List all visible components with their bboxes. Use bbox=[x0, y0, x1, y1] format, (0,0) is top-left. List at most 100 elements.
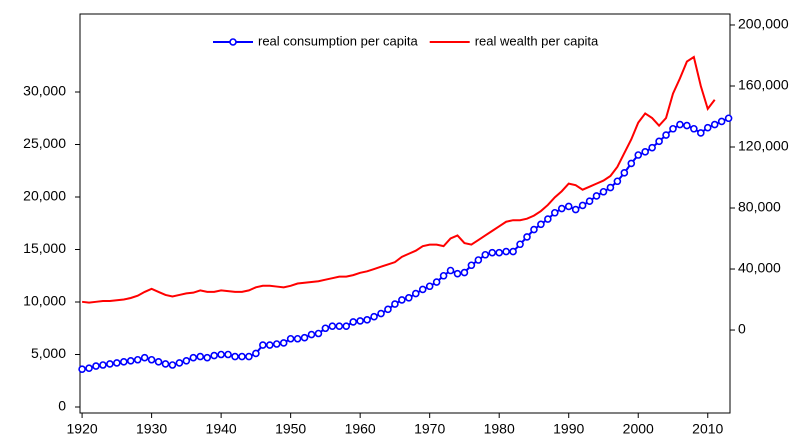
data-point bbox=[398, 296, 406, 304]
data-point bbox=[307, 330, 316, 339]
y2-tick-label: 40,000 bbox=[738, 260, 781, 276]
x-tick-label: 1950 bbox=[275, 421, 306, 437]
data-point bbox=[676, 120, 684, 129]
data-point bbox=[669, 124, 677, 133]
data-point bbox=[509, 247, 517, 256]
data-point bbox=[453, 269, 462, 278]
series-line bbox=[81, 55, 716, 304]
data-point bbox=[467, 261, 476, 270]
data-point bbox=[655, 137, 663, 146]
data-point bbox=[405, 294, 413, 302]
data-point bbox=[133, 355, 142, 364]
data-point bbox=[377, 309, 385, 318]
y2-tick-label: 80,000 bbox=[738, 199, 781, 215]
data-point bbox=[411, 289, 420, 298]
data-point bbox=[78, 365, 86, 374]
data-point bbox=[189, 353, 198, 362]
data-point bbox=[106, 360, 114, 368]
data-point bbox=[328, 322, 337, 330]
data-point bbox=[613, 177, 622, 186]
data-point bbox=[119, 358, 128, 366]
data-point bbox=[585, 197, 594, 206]
y-tick-label: 25,000 bbox=[23, 135, 66, 151]
data-point bbox=[551, 208, 559, 217]
x-tick-label: 1930 bbox=[136, 421, 167, 437]
data-point bbox=[300, 333, 309, 342]
data-point bbox=[272, 340, 281, 348]
data-point bbox=[342, 322, 351, 330]
data-point bbox=[154, 358, 163, 366]
data-point bbox=[363, 316, 371, 324]
y2-tick-label: 200,000 bbox=[738, 16, 789, 32]
data-point bbox=[446, 266, 455, 275]
legend-label: real consumption per capita bbox=[258, 33, 418, 48]
plot-frame bbox=[79, 13, 731, 414]
data-point bbox=[286, 334, 295, 343]
data-point bbox=[161, 360, 170, 368]
data-point bbox=[418, 285, 427, 294]
data-point bbox=[662, 131, 670, 139]
data-point bbox=[495, 248, 503, 257]
data-point bbox=[557, 204, 566, 213]
data-point bbox=[578, 201, 587, 210]
data-point bbox=[481, 250, 490, 259]
y-tick-label: 15,000 bbox=[23, 240, 66, 256]
data-point bbox=[314, 329, 323, 338]
data-point bbox=[99, 361, 107, 369]
data-point bbox=[634, 151, 643, 159]
data-point bbox=[425, 282, 434, 291]
data-point bbox=[488, 248, 497, 257]
data-point bbox=[460, 268, 469, 277]
data-point bbox=[147, 355, 156, 364]
data-point bbox=[140, 353, 149, 362]
data-point bbox=[474, 256, 483, 264]
data-point bbox=[683, 121, 691, 130]
y2-tick-label: 0 bbox=[738, 321, 746, 337]
data-point bbox=[502, 247, 510, 256]
data-point bbox=[231, 352, 239, 361]
data-point bbox=[537, 220, 545, 229]
x-tick-label: 2010 bbox=[692, 421, 723, 437]
data-point bbox=[349, 318, 358, 326]
legend-marker bbox=[229, 38, 237, 46]
data-point bbox=[321, 324, 330, 333]
data-point bbox=[523, 233, 531, 241]
x-tick-label: 1920 bbox=[67, 421, 98, 437]
data-point bbox=[279, 339, 288, 347]
data-point bbox=[724, 114, 733, 123]
data-point bbox=[703, 123, 712, 132]
data-point bbox=[196, 352, 205, 361]
y-tick-label: 10,000 bbox=[23, 293, 66, 309]
data-point bbox=[370, 312, 378, 321]
data-point bbox=[717, 117, 726, 126]
data-point bbox=[182, 357, 191, 365]
y2-tick-label: 120,000 bbox=[738, 138, 789, 154]
data-point bbox=[224, 350, 232, 359]
data-point bbox=[592, 192, 601, 200]
data-point bbox=[620, 169, 629, 177]
data-point bbox=[432, 278, 441, 286]
x-tick-label: 1960 bbox=[345, 421, 376, 437]
data-point bbox=[175, 359, 184, 367]
data-point bbox=[252, 349, 260, 358]
data-point bbox=[710, 120, 719, 129]
data-point bbox=[126, 357, 135, 365]
data-point bbox=[697, 129, 705, 137]
data-point bbox=[439, 271, 448, 280]
y-tick-label: 0 bbox=[58, 398, 66, 414]
data-point bbox=[627, 159, 636, 168]
data-point bbox=[335, 322, 344, 330]
data-point bbox=[293, 334, 302, 343]
data-point bbox=[203, 353, 212, 362]
y-tick-label: 20,000 bbox=[23, 188, 66, 204]
data-point bbox=[238, 352, 246, 361]
data-point bbox=[648, 143, 656, 152]
data-point bbox=[606, 183, 615, 192]
data-point bbox=[245, 352, 253, 361]
data-point bbox=[571, 205, 580, 214]
y-tick-label: 5,000 bbox=[31, 345, 66, 361]
data-point bbox=[599, 187, 608, 196]
data-point bbox=[384, 305, 392, 314]
data-point bbox=[530, 225, 538, 234]
data-point bbox=[690, 124, 698, 133]
